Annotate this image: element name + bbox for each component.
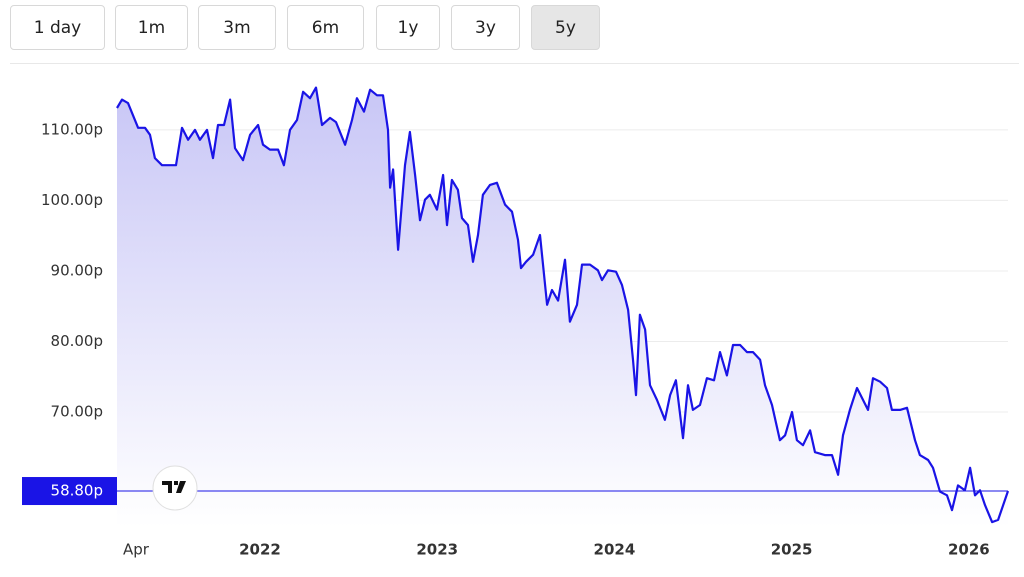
range-button[interactable]: 5y [531, 5, 600, 50]
range-button[interactable]: 3y [451, 5, 520, 50]
y-tick-label: 110.00p [41, 120, 103, 138]
range-button[interactable]: 3m [198, 5, 276, 50]
y-tick-label: 90.00p [51, 261, 103, 279]
x-tick-label: 2025 [771, 541, 813, 559]
range-button[interactable]: 1m [115, 5, 188, 50]
x-tick-label: 2026 [948, 541, 990, 559]
y-tick-label: 80.00p [51, 332, 103, 350]
x-tick-label: 2023 [416, 541, 458, 559]
x-tick-label: Apr [123, 541, 150, 559]
price-line [116, 86, 1010, 524]
separator [10, 63, 1019, 64]
area-fill [117, 87, 1008, 527]
range-button[interactable]: 1y [376, 5, 440, 50]
range-button[interactable]: 6m [287, 5, 364, 50]
x-tick-label: 2022 [239, 541, 281, 559]
y-tick-label: 100.00p [41, 191, 103, 209]
range-button[interactable]: 1 day [10, 5, 105, 50]
last-price-badge [22, 477, 117, 506]
last-price-label: 58.80p [51, 482, 103, 500]
y-tick-label: 70.00p [51, 403, 103, 421]
tradingview-logo [152, 465, 198, 511]
x-tick-label: 2024 [594, 541, 636, 559]
